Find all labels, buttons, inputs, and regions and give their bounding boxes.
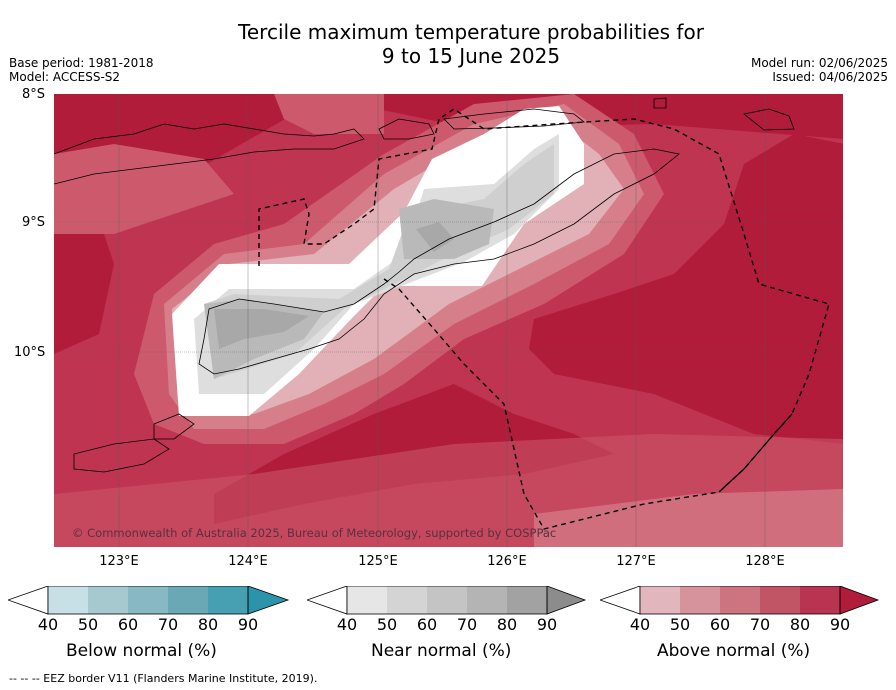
above-70-zone-ne [274,94,384,134]
above-tick-80: 80 [789,615,811,634]
colorbar-near-normal [307,586,587,615]
sumba-coastline [73,438,170,473]
model-run-text: Model run: 02/06/2025 [750,56,888,70]
flores-coastline [54,123,365,185]
above-tick-70: 70 [749,615,771,634]
below-tick-70: 70 [157,615,179,634]
model-text: Model: ACCESS-S2 [9,70,121,84]
above-70-zone-sw [54,144,234,234]
colorbar-below-normal [8,586,290,615]
near-tick-60: 60 [416,615,438,634]
near-tick-50: 50 [376,615,398,634]
alor-island [378,118,435,140]
map-title-line1: Tercile maximum temperature probabilitie… [238,20,704,44]
wetar-island [443,108,586,130]
near-80-zone-west [214,309,309,349]
above-normal-label: Above normal (%) [657,641,811,661]
roti-island [153,413,195,440]
below-tick-90: 90 [237,615,259,634]
eez-footnote: -- -- -- EEZ border V11 (Flanders Marine… [9,672,318,685]
near-tick-40: 40 [336,615,358,634]
lon-label-126e: 126°E [487,554,527,569]
coastlines [54,97,795,473]
near-normal-label: Near normal (%) [371,641,512,661]
lon-label-128e: 128°E [745,554,785,569]
small-island-ne [653,97,667,109]
above-90-zone-northwest [54,94,843,214]
probability-map: © Commonwealth of Australia 2025, Bureau… [54,94,843,547]
below-tick-50: 50 [77,615,99,634]
lon-label-125e: 125°E [358,554,398,569]
near-tick-80: 80 [496,615,518,634]
lat-label-8s: 8°S [22,87,46,102]
lat-label-9s: 9°S [22,215,46,230]
above-90-zone-east [529,134,843,444]
near-80-zone [416,222,454,252]
above-tick-50: 50 [669,615,691,634]
small-island-far-ne [743,108,795,131]
near-70-zone [399,199,494,259]
above-tick-40: 40 [629,615,651,634]
above-50-zone-se [534,489,843,547]
copyright-text: © Commonwealth of Australia 2025, Bureau… [72,526,556,540]
near-tick-90: 90 [536,615,558,634]
map-title-line2: 9 to 15 June 2025 [381,44,561,68]
base-period-text: Base period: 1981-2018 [9,56,154,70]
above-tick-60: 60 [709,615,731,634]
below-normal-label: Below normal (%) [66,641,217,661]
lon-label-124e: 124°E [228,554,268,569]
lon-label-123e: 123°E [99,554,139,569]
timor-coastline [198,148,680,375]
above-90-zone-west [54,204,114,354]
below-tick-40: 40 [37,615,59,634]
issued-text: Issued: 04/06/2025 [772,70,888,84]
eez-border [258,108,830,530]
colorbar-above-normal [600,586,880,615]
lat-label-10s: 10°S [14,345,46,360]
below-tick-60: 60 [117,615,139,634]
eez-border-solid-segment [718,413,793,493]
near-tick-70: 70 [456,615,478,634]
below-tick-80: 80 [197,615,219,634]
above-tick-90: 90 [829,615,851,634]
lon-label-127e: 127°E [616,554,656,569]
